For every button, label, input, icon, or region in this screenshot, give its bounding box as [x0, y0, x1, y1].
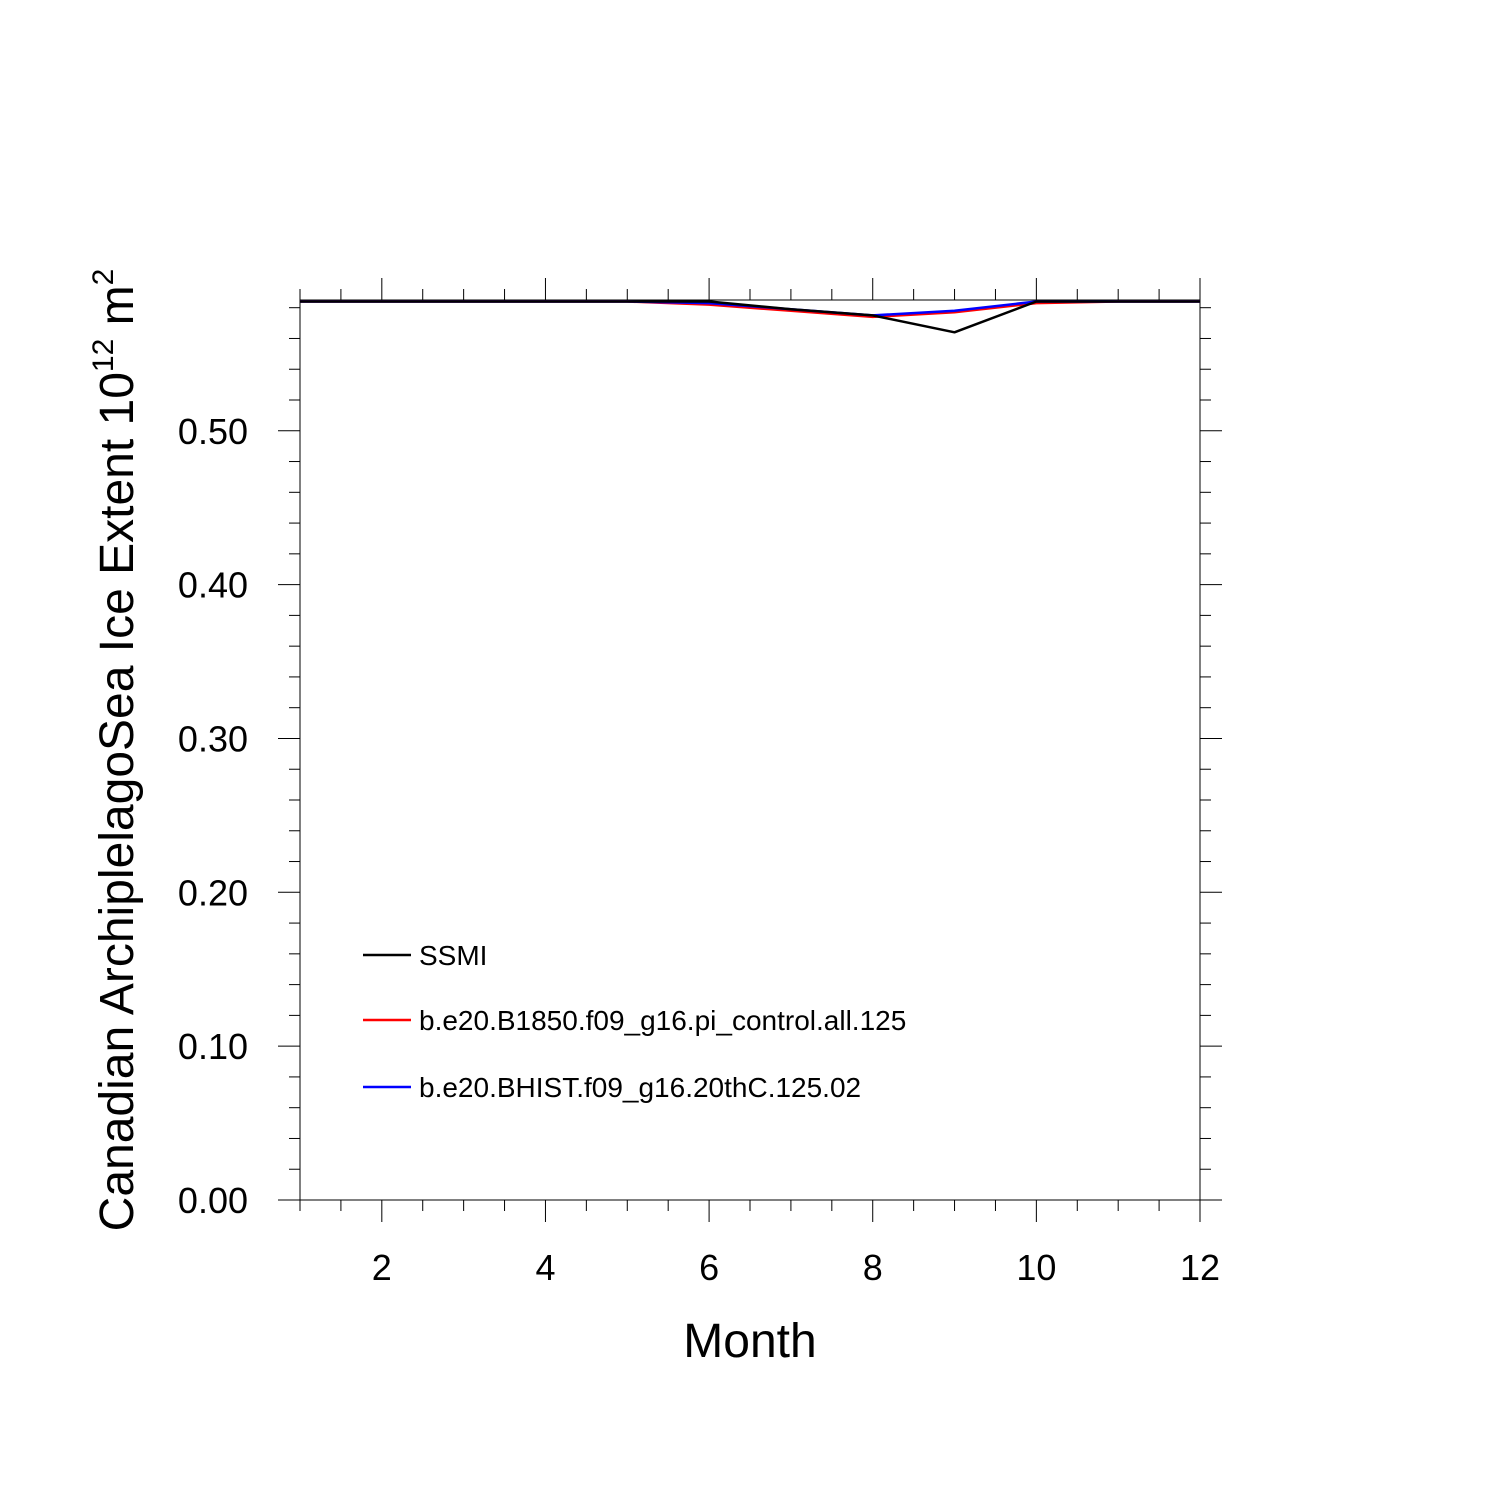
- axis-ticks: [278, 278, 1222, 1222]
- y-axis-title-exponent-12: 12: [87, 339, 120, 372]
- y-tick-label: 0.00: [178, 1180, 248, 1221]
- series-line-2: [300, 300, 1200, 319]
- y-axis-title: Canadian ArchiplelagoSea Ice Extent 1012…: [87, 269, 144, 1232]
- x-tick-label: 4: [535, 1247, 555, 1288]
- y-tick-label: 0.50: [178, 411, 248, 452]
- series-lines: [300, 300, 1200, 334]
- x-axis-title: Month: [683, 1315, 816, 1368]
- legend: SSMI b.e20.B1850.f09_g16.pi_control.all.1…: [363, 940, 906, 1103]
- y-axis-title-main: Canadian ArchiplelagoSea Ice Extent 10: [91, 372, 144, 1231]
- y-axis-title-unit: m: [91, 285, 144, 338]
- series-line-1: [300, 300, 1200, 334]
- x-tick-label: 6: [699, 1247, 719, 1288]
- legend-label: b.e20.BHIST.f09_g16.20thC.125.02: [419, 1072, 861, 1103]
- x-tick-label: 2: [372, 1247, 392, 1288]
- x-axis-tick-labels: 2 4 6 8 10 12: [372, 1247, 1220, 1288]
- y-tick-label: 0.40: [178, 565, 248, 606]
- y-tick-label: 0.30: [178, 718, 248, 759]
- legend-label: b.e20.B1850.f09_g16.pi_control.all.125: [419, 1005, 906, 1036]
- legend-label: SSMI: [419, 940, 487, 971]
- plot-frame: [299, 299, 1201, 1201]
- y-axis-tick-labels: 0.00 0.10 0.20 0.30 0.40 0.50: [178, 411, 248, 1221]
- y-tick-label: 0.10: [178, 1026, 248, 1067]
- plot-area: [278, 278, 1222, 1222]
- x-tick-label: 10: [1016, 1247, 1056, 1288]
- y-axis-title-exponent-2: 2: [87, 269, 120, 286]
- y-tick-label: 0.20: [178, 872, 248, 913]
- x-tick-label: 8: [863, 1247, 883, 1288]
- x-tick-label: 12: [1180, 1247, 1220, 1288]
